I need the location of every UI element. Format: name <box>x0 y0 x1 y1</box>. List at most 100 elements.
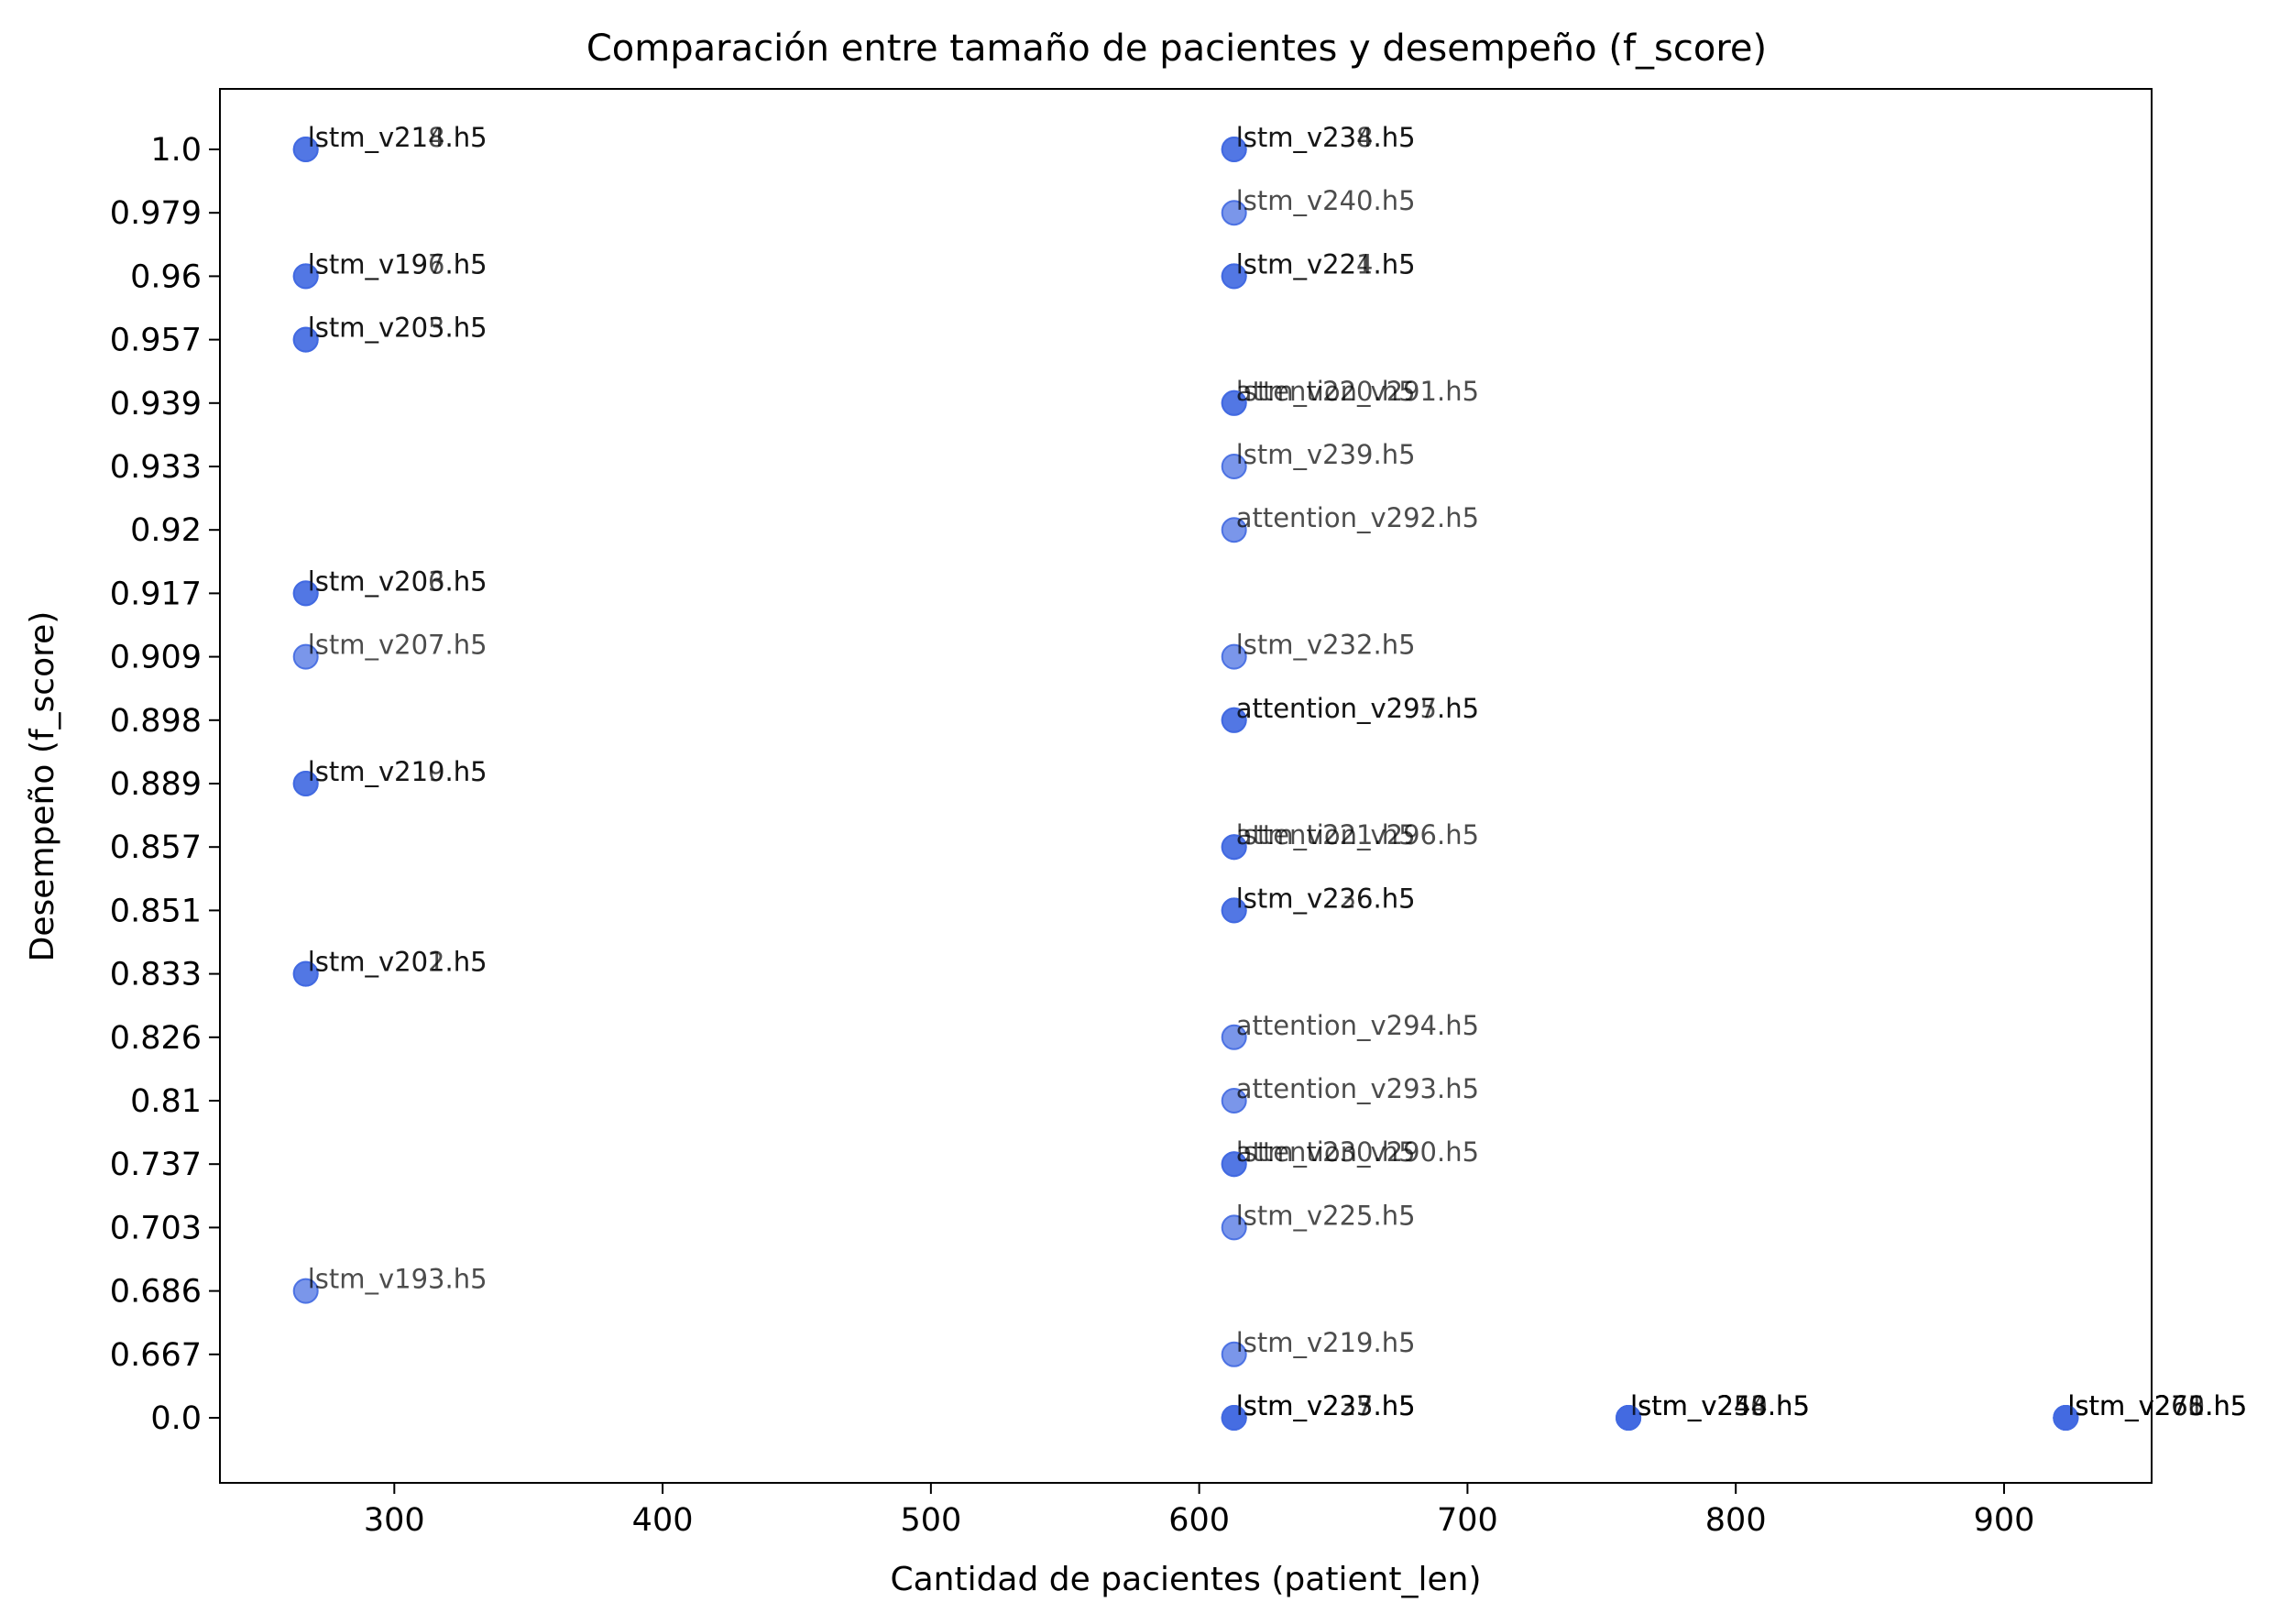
x-tick-label: 800 <box>1705 1502 1767 1539</box>
point-label: attention_v293.h5 <box>1236 1073 1479 1104</box>
y-tick-label: 0.917 <box>110 576 202 612</box>
point-label: lstm_v238.h5 <box>1236 122 1416 153</box>
x-tick-label: 700 <box>1437 1502 1498 1539</box>
point-label: lstm_v219.h5 <box>308 756 488 787</box>
point-label: lstm_v206.h5 <box>308 565 488 597</box>
x-tick-label: 400 <box>632 1502 694 1539</box>
y-tick-label: 0.851 <box>110 893 202 929</box>
y-tick-label: 0.933 <box>110 449 202 486</box>
point-label: lstm_v240.h5 <box>1236 185 1416 216</box>
point-label: lstm_v221.h5 <box>1236 248 1416 280</box>
point-label: attention_v296.h5 <box>1236 819 1479 850</box>
x-tick-label: 600 <box>1168 1502 1230 1539</box>
point-label: attention_v291.h5 <box>1236 376 1479 407</box>
y-tick-label: 0.889 <box>110 766 202 803</box>
data-point <box>292 580 319 607</box>
x-tick-label: 900 <box>1974 1502 2035 1539</box>
point-label: lstm_v232.h5 <box>1236 630 1416 661</box>
data-point <box>292 263 319 290</box>
point-label: lstm_v220.h5 <box>1236 376 1416 407</box>
y-tick-label: 0.826 <box>110 1020 202 1057</box>
y-tick-label: 0.939 <box>110 386 202 422</box>
data-point <box>1616 1405 1642 1431</box>
y-tick-label: 1.0 <box>150 132 202 169</box>
y-tick-label: 0.96 <box>130 258 202 295</box>
data-point <box>1221 897 1247 924</box>
point-label: lstm_v207.h5 <box>308 630 488 661</box>
point-label: lstm_v250.h5 <box>1630 1390 1810 1421</box>
data-point <box>1221 517 1247 543</box>
point-label: lstm_v203.h5 <box>308 313 488 344</box>
data-point <box>292 960 319 987</box>
y-tick-label: 0.979 <box>110 195 202 232</box>
data-point <box>1221 643 1247 670</box>
point-label: lstm_v203.h5 <box>308 565 488 597</box>
point-label: lstm_v236.h5 <box>1236 883 1416 914</box>
plot-frame <box>219 88 2153 1484</box>
data-point <box>2053 1405 2079 1431</box>
point-label: lstm_v202.h5 <box>308 947 488 978</box>
data-point <box>292 643 319 670</box>
y-tick-label: 0.0 <box>150 1400 202 1437</box>
data-point <box>1221 1405 1247 1431</box>
point-label: lstm_v253.h5 <box>1630 1390 1810 1421</box>
point-label: lstm_v230.h5 <box>1236 1136 1416 1168</box>
data-point <box>292 1278 319 1304</box>
y-tick-label: 0.909 <box>110 640 202 676</box>
y-tick-label: 0.667 <box>110 1337 202 1374</box>
data-point <box>1221 390 1247 416</box>
point-label: lstm_v205.h5 <box>308 313 488 344</box>
point-label: attention_v297.h5 <box>1236 693 1479 724</box>
point-label: lstm_v268.h5 <box>2067 1390 2247 1421</box>
point-label: lstm_v225.h5 <box>1236 1200 1416 1231</box>
point-label: lstm_v233.h5 <box>1236 1390 1416 1421</box>
y-axis-label: Desempeño (f_score) <box>24 611 61 962</box>
data-point <box>1221 1214 1247 1241</box>
y-tick-label: 0.957 <box>110 323 202 359</box>
point-label: attention_v294.h5 <box>1236 1010 1479 1041</box>
data-point <box>1221 1341 1247 1367</box>
y-tick-label: 0.92 <box>130 512 202 549</box>
point-label: lstm_v244.h5 <box>1630 1390 1810 1421</box>
chart-title: Comparación entre tamaño de pacientes y … <box>586 27 1767 70</box>
point-label: lstm_v197.h5 <box>308 248 488 280</box>
plot-area: lstm_v218.h5lstm_v214.h5lstm_v196.h5lstm… <box>292 122 2247 1431</box>
point-label: lstm_v196.h5 <box>308 248 488 280</box>
data-point <box>292 326 319 353</box>
y-tick-label: 0.857 <box>110 829 202 866</box>
y-axis: 0.0 0.667 0.686 0.703 0.737 0.81 0.826 0.833 0.8… <box>110 132 220 1437</box>
y-tick-label: 0.833 <box>110 957 202 993</box>
x-tick-label: 500 <box>900 1502 961 1539</box>
y-tick-label: 0.81 <box>130 1083 202 1120</box>
point-label: lstm_v218.h5 <box>308 122 488 153</box>
y-tick-label: 0.737 <box>110 1147 202 1183</box>
data-point <box>1221 1024 1247 1050</box>
point-label: lstm_v271.h5 <box>2067 1390 2247 1421</box>
x-tick-label: 300 <box>364 1502 425 1539</box>
data-point <box>1221 1151 1247 1178</box>
point-label: lstm_v248.h5 <box>1630 1390 1810 1421</box>
data-point <box>1221 1088 1247 1114</box>
data-point <box>1221 263 1247 290</box>
data-point <box>1221 454 1247 479</box>
data-point <box>1221 834 1247 861</box>
point-label: lstm_v224.h5 <box>1236 248 1416 280</box>
data-point <box>1221 137 1247 162</box>
y-tick-label: 0.703 <box>110 1210 202 1246</box>
data-point <box>1221 707 1247 733</box>
point-label: lstm_v234.h5 <box>1236 122 1416 153</box>
point-label: lstm_v219.h5 <box>1236 1327 1416 1358</box>
point-label: attention_v292.h5 <box>1236 502 1479 533</box>
data-point <box>292 771 319 796</box>
point-label: attention_v290.h5 <box>1236 1136 1479 1168</box>
point-label: lstm_v193.h5 <box>308 1264 488 1295</box>
point-label: lstm_v210.h5 <box>308 756 488 787</box>
y-tick-label: 0.898 <box>110 703 202 740</box>
point-label: lstm_v226.h5 <box>1236 883 1416 914</box>
data-point <box>292 137 319 162</box>
point-label: lstm_v214.h5 <box>308 122 488 153</box>
point-label: lstm_v221.h5 <box>1236 819 1416 850</box>
point-label: lstm_v201.h5 <box>308 947 488 978</box>
